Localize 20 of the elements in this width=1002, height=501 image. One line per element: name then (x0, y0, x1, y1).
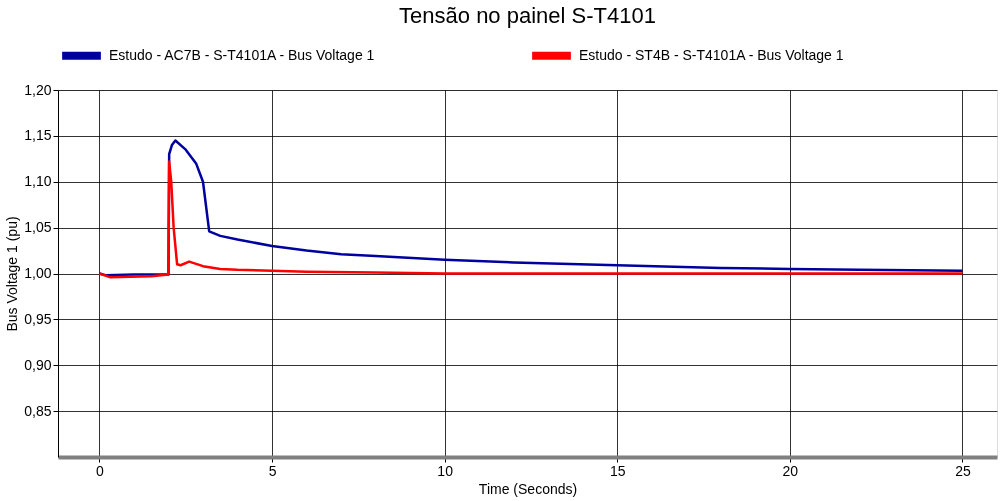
y-tick-label: 1,05 (24, 219, 52, 236)
x-axis-title: Time (Seconds) (478, 480, 578, 497)
legend-label: Estudo - ST4B - S-T4101A - Bus Voltage 1 (579, 46, 844, 63)
x-tick-label: 0 (96, 462, 105, 479)
y-tick-label: 1,10 (24, 173, 52, 190)
y-tick-label: 0,85 (24, 402, 52, 419)
x-tick-label: 10 (437, 462, 454, 479)
y-tick-label: 1,00 (24, 265, 52, 281)
y-tick-label: 0,95 (24, 310, 52, 327)
y-tick-label: 1,20 (24, 81, 52, 98)
y-tick-label: 0,90 (24, 356, 52, 373)
y-tick-label: 1,15 (24, 127, 52, 144)
x-tick-label: 5 (268, 462, 277, 479)
y-axis-title: Bus Voltage 1 (pu) (4, 216, 21, 332)
x-tick-label: 20 (782, 462, 799, 479)
line-series (98, 160, 964, 279)
x-tick-label: 15 (609, 462, 626, 479)
chart-title: Tensão no painel S-T4101 (399, 3, 656, 28)
legend-label: Estudo - AC7B - S-T4101A - Bus Voltage 1 (109, 46, 375, 63)
x-tick-label: 25 (955, 462, 971, 479)
